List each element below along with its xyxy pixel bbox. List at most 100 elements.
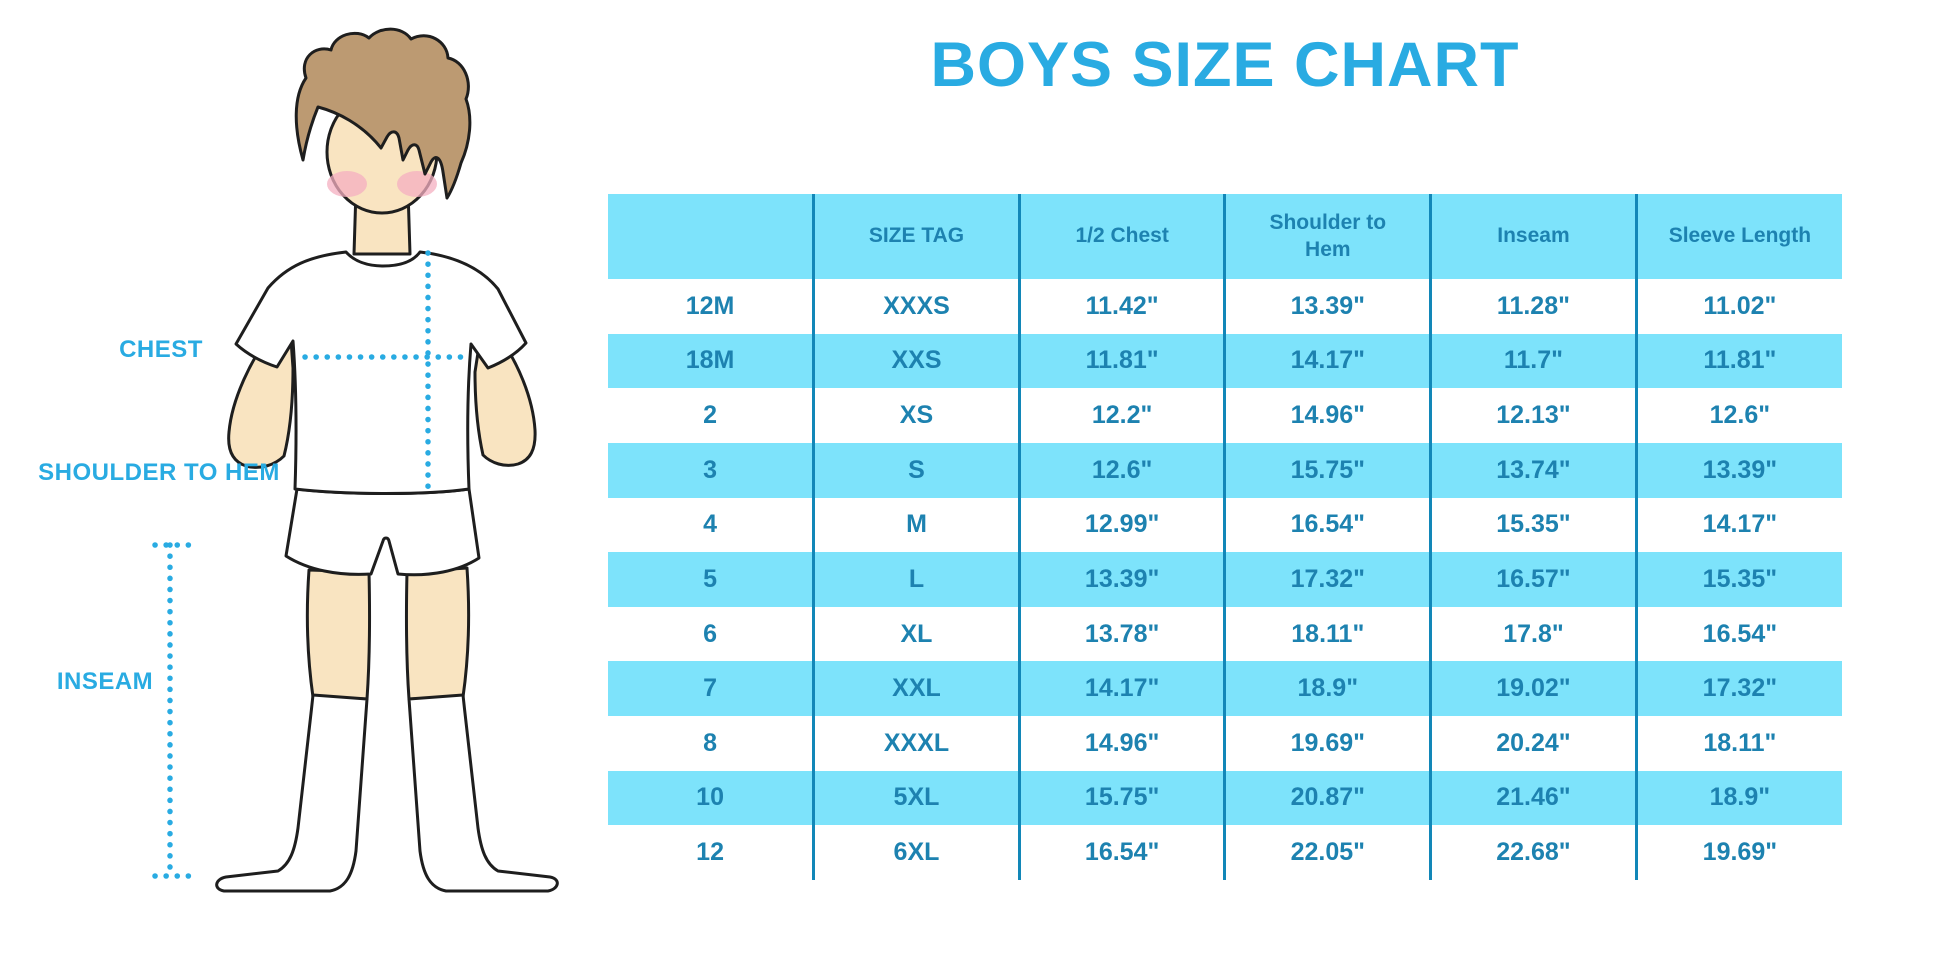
table-cell: 20.24"	[1429, 716, 1637, 771]
table-row: 6 XL 13.78" 18.11" 17.8" 16.54"	[608, 606, 1842, 662]
chest-label: CHEST	[119, 336, 203, 363]
inseam-label: INSEAM	[56, 668, 154, 695]
table-cell: 17.32"	[1223, 552, 1431, 607]
table-cell: 18.11"	[1634, 716, 1842, 771]
table-cell: 12.2"	[1017, 388, 1225, 443]
boy-shorts	[284, 487, 481, 577]
table-cell: 22.05"	[1223, 825, 1431, 880]
table-cell: 5	[608, 552, 814, 607]
table-cell: S	[812, 442, 1020, 498]
table-cell: 12.13"	[1429, 388, 1637, 443]
table-cell: 12.99"	[1017, 497, 1225, 553]
header-cell-sleeve-length: Sleeve Length	[1634, 194, 1842, 279]
table-cell: 15.35"	[1634, 552, 1842, 607]
header-row: SIZE TAG 1/2 Chest Shoulder to Hem Insea…	[608, 194, 1842, 279]
size-table: SIZE TAG 1/2 Chest Shoulder to Hem Insea…	[608, 194, 1842, 880]
table-cell: 2	[608, 388, 814, 443]
table-cell: 16.54"	[1634, 606, 1842, 662]
table-cell: 3	[608, 442, 814, 498]
table-cell: 6	[608, 606, 814, 662]
table-row: 8 XXXL 14.96" 19.69" 20.24" 18.11"	[608, 716, 1842, 771]
table-cell: 14.17"	[1223, 333, 1431, 389]
table-cell: 18.11"	[1223, 606, 1431, 662]
boy-right-sock	[407, 693, 559, 893]
table-cell: 19.02"	[1429, 661, 1637, 716]
boy-shirt	[234, 250, 528, 495]
table-cell: 15.75"	[1017, 770, 1225, 826]
table-cell: 11.42"	[1017, 279, 1225, 334]
table-cell: 4	[608, 497, 814, 553]
table-cell: 13.39"	[1223, 279, 1431, 334]
table-cell: 21.46"	[1429, 770, 1637, 826]
table-cell: L	[812, 552, 1020, 607]
table-cell: 8	[608, 716, 814, 771]
table-row: 2 XS 12.2" 14.96" 12.13" 12.6"	[608, 388, 1842, 443]
table-row: 7 XXL 14.17" 18.9" 19.02" 17.32"	[608, 661, 1842, 716]
table-cell: 5XL	[812, 770, 1020, 826]
table-cell: XXL	[812, 661, 1020, 716]
table-cell: 14.17"	[1634, 497, 1842, 553]
table-cell: 11.02"	[1634, 279, 1842, 334]
table-cell: XXXS	[812, 279, 1020, 334]
table-cell: XS	[812, 388, 1020, 443]
header-cell-size	[608, 194, 814, 279]
boy-hair	[294, 27, 472, 200]
inseam-measure-line	[152, 542, 193, 879]
table-cell: 16.54"	[1223, 497, 1431, 553]
table-cell: M	[812, 497, 1020, 553]
table-cell: 22.68"	[1429, 825, 1637, 880]
table-cell: 17.32"	[1634, 661, 1842, 716]
table-cell: 20.87"	[1223, 770, 1431, 826]
table-cell: 18M	[608, 333, 814, 389]
table-cell: XL	[812, 606, 1020, 662]
table-row: 12M XXXS 11.42" 13.39" 11.28" 11.02"	[608, 279, 1842, 334]
table-cell: 19.69"	[1223, 716, 1431, 771]
table-cell: 15.75"	[1223, 442, 1431, 498]
table-cell: 7	[608, 661, 814, 716]
table-cell: 13.39"	[1634, 442, 1842, 498]
table-cell: 13.74"	[1429, 442, 1637, 498]
table-row: 10 5XL 15.75" 20.87" 21.46" 18.9"	[608, 770, 1842, 826]
table-cell: 19.69"	[1634, 825, 1842, 880]
table-cell: 16.57"	[1429, 552, 1637, 607]
table-cell: 10	[608, 770, 814, 826]
table-cell: 12.6"	[1634, 388, 1842, 443]
table-cell: 12.6"	[1017, 442, 1225, 498]
table-cell: XXS	[812, 333, 1020, 389]
table-row: 3 S 12.6" 15.75" 13.74" 13.39"	[608, 442, 1842, 498]
table-row: 18M XXS 11.81" 14.17" 11.7" 11.81"	[608, 333, 1842, 389]
table-cell: 17.8"	[1429, 606, 1637, 662]
table-cell: 11.81"	[1634, 333, 1842, 389]
size-table-body: 12M XXXS 11.42" 13.39" 11.28" 11.02" 18M XXS 11.…	[608, 279, 1842, 880]
table-cell: 11.81"	[1017, 333, 1225, 389]
table-cell: 6XL	[812, 825, 1020, 880]
table-row: 4 M 12.99" 16.54" 15.35" 14.17"	[608, 497, 1842, 553]
table-cell: 16.54"	[1017, 825, 1225, 880]
table-cell: 14.17"	[1017, 661, 1225, 716]
shoulder-to-hem-label: SHOULDER TO HEM	[38, 459, 280, 486]
boy-left-leg	[305, 568, 372, 701]
table-cell: 14.96"	[1223, 388, 1431, 443]
boy-left-sock	[215, 693, 369, 893]
table-cell: 14.96"	[1017, 716, 1225, 771]
header-cell-shoulder-to-hem: Shoulder to Hem	[1223, 194, 1431, 279]
size-table-header: SIZE TAG 1/2 Chest Shoulder to Hem Insea…	[608, 194, 1842, 279]
table-cell: 18.9"	[1634, 770, 1842, 826]
table-cell: 18.9"	[1223, 661, 1431, 716]
boy-illustration	[152, 27, 559, 893]
header-cell-inseam: Inseam	[1429, 194, 1637, 279]
boy-cheeks	[327, 171, 437, 197]
table-row: 5 L 13.39" 17.32" 16.57" 15.35"	[608, 552, 1842, 607]
table-cell: 15.35"	[1429, 497, 1637, 553]
table-row: 12 6XL 16.54" 22.05" 22.68" 19.69"	[608, 825, 1842, 880]
table-cell: 12M	[608, 279, 814, 334]
page-title: BOYS SIZE CHART	[930, 30, 1520, 100]
table-cell: XXXL	[812, 716, 1020, 771]
boy-right-leg	[404, 566, 471, 701]
table-cell: 11.28"	[1429, 279, 1637, 334]
header-cell-size-tag: SIZE TAG	[812, 194, 1020, 279]
table-cell: 11.7"	[1429, 333, 1637, 389]
table-cell: 12	[608, 825, 814, 880]
table-cell: 13.78"	[1017, 606, 1225, 662]
